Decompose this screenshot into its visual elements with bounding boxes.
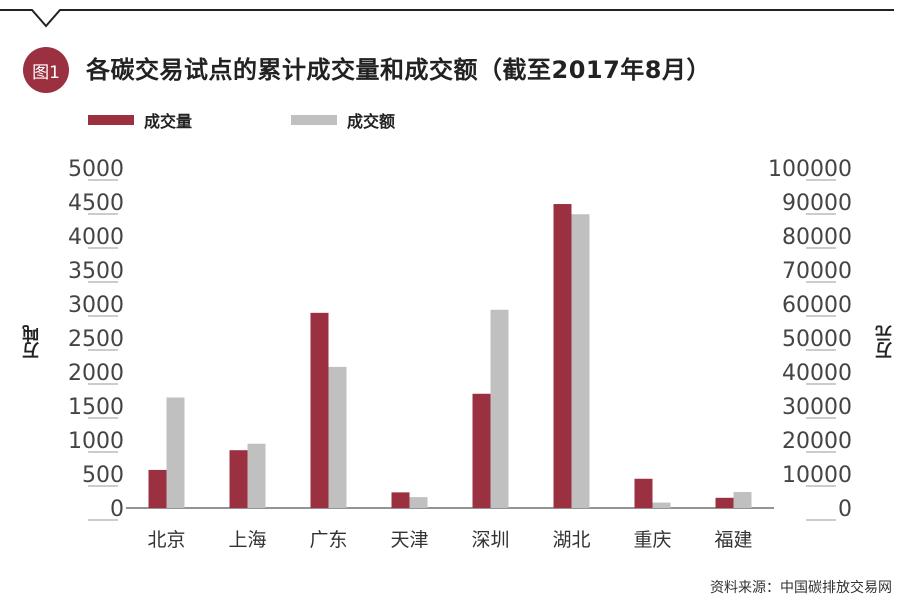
bar-volume xyxy=(634,478,653,508)
legend-item-amount: 成交额 xyxy=(291,108,395,132)
bar-amount xyxy=(409,497,428,508)
y-tick-label-left: 3000 xyxy=(68,293,124,318)
y-tick-label-left: 0 xyxy=(110,497,124,522)
y-tick-label-right: 40000 xyxy=(782,361,852,386)
bar-amount xyxy=(166,397,185,508)
y-tick-label-right: 70000 xyxy=(782,259,852,284)
y-tick-label-right: 30000 xyxy=(782,395,852,420)
legend-label-amount: 成交额 xyxy=(347,112,396,131)
y-tick-label-right: 100000 xyxy=(768,157,852,182)
bar-volume xyxy=(553,204,572,509)
y-tick-label-left: 2500 xyxy=(68,327,124,352)
x-tick-label: 福建 xyxy=(714,529,752,551)
y-tick-label-left: 5000 xyxy=(68,157,124,182)
y-tick-label-right: 10000 xyxy=(782,463,852,488)
legend-swatch-amount xyxy=(291,115,337,125)
chart-legend: 成交量 成交额 xyxy=(88,108,508,132)
y-tick-label-right: 20000 xyxy=(782,429,852,454)
bar-amount xyxy=(247,443,266,508)
x-tick-label: 湖北 xyxy=(552,529,590,551)
y-tick-label-right: 80000 xyxy=(782,225,852,250)
bar-volume xyxy=(229,450,248,508)
y-tick-label-right: 90000 xyxy=(782,191,852,216)
figure-badge: 图1 xyxy=(23,47,69,93)
bar-volume xyxy=(310,312,329,508)
x-tick-label: 上海 xyxy=(228,529,266,551)
y-tick-label-left: 4500 xyxy=(68,191,124,216)
bar-amount xyxy=(490,309,509,508)
bar-volume xyxy=(148,469,167,508)
legend-swatch-volume xyxy=(88,115,134,125)
x-tick-label: 深圳 xyxy=(471,529,509,551)
x-tick-label: 重庆 xyxy=(633,529,671,551)
source-note: 资料来源：中国碳排放交易网 xyxy=(710,580,892,596)
bar-volume xyxy=(472,393,491,508)
bar-amount xyxy=(571,214,590,509)
y-tick-label-left: 500 xyxy=(82,463,124,488)
y-tick-label-left: 2000 xyxy=(68,361,124,386)
chart-title: 各碳交易试点的累计成交量和成交额（截至2017年8月） xyxy=(86,56,711,84)
y-tick-label-left: 4000 xyxy=(68,225,124,250)
y-tick-label-left: 1500 xyxy=(68,395,124,420)
bar-amount xyxy=(328,366,347,508)
legend-label-volume: 成交量 xyxy=(144,112,193,131)
bar-amount xyxy=(652,502,671,508)
legend-item-volume: 成交量 xyxy=(88,108,192,132)
bar-volume xyxy=(391,492,410,508)
y-tick-label-left: 1000 xyxy=(68,429,124,454)
bar-volume xyxy=(715,497,734,508)
x-tick-label: 北京 xyxy=(147,529,185,551)
y-tick-label-right: 0 xyxy=(838,497,852,522)
y-tick-label-right: 50000 xyxy=(782,327,852,352)
header-rule xyxy=(0,9,894,28)
bar-amount xyxy=(733,492,752,508)
y-tick-label-right: 60000 xyxy=(782,293,852,318)
x-tick-label: 广东 xyxy=(309,529,347,551)
y-tick-label-left: 3500 xyxy=(68,259,124,284)
x-tick-label: 天津 xyxy=(390,529,428,551)
